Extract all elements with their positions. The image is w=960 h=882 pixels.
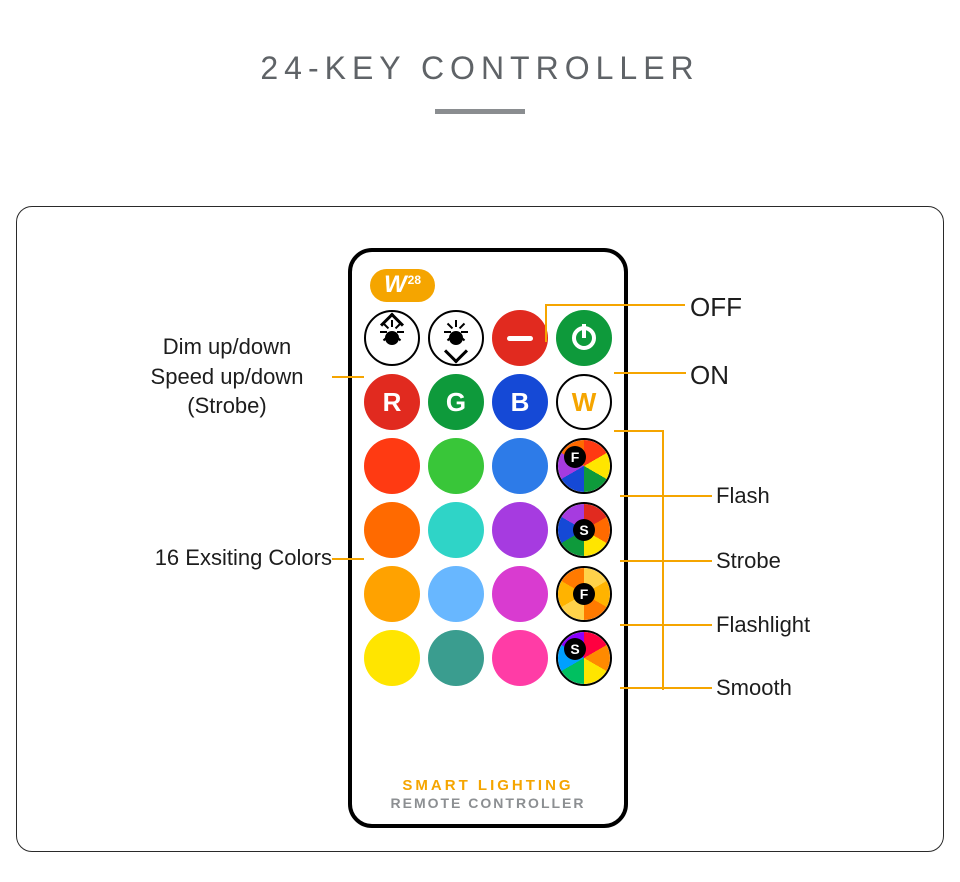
leader-5-0 (620, 495, 712, 497)
b-button-label: B (511, 387, 530, 418)
brand-letter: W (384, 271, 407, 299)
on-button[interactable] (556, 310, 612, 366)
label-off: OFF (690, 292, 742, 323)
leader-8-0 (620, 687, 712, 689)
color-1-2[interactable] (492, 502, 548, 558)
brand-badge: W 28 (364, 266, 612, 304)
title-underline (435, 109, 525, 114)
color-0-1[interactable] (428, 438, 484, 494)
dim-down-icon (436, 318, 476, 358)
color-3-1[interactable] (428, 630, 484, 686)
flash-button-badge: F (564, 446, 586, 468)
g-button-label: G (446, 387, 466, 418)
color-3-0[interactable] (364, 630, 420, 686)
leader-0-0 (332, 376, 364, 378)
power-icon (572, 326, 596, 350)
smooth-button[interactable]: S (556, 630, 612, 686)
leader-1-0 (332, 558, 364, 560)
remote-body: W 28 R G B W F S F S SMART LIGHTING REMOTE CONT… (348, 248, 628, 828)
strobe-button[interactable]: S (556, 502, 612, 558)
remote-footer-line1: SMART LIGHTING (352, 777, 624, 795)
smooth-button-badge: S (564, 638, 586, 660)
w-button-label: W (572, 387, 597, 418)
leader-2-1 (545, 304, 685, 306)
strobe-button-badge: S (573, 519, 595, 541)
label-dim: Dim up/down Speed up/down (Strobe) (122, 332, 332, 421)
dim-down-button[interactable] (428, 310, 484, 366)
label-flashlight: Flashlight (716, 612, 810, 638)
brand-model: 28 (408, 273, 421, 287)
color-2-2[interactable] (492, 566, 548, 622)
flash-button[interactable]: F (556, 438, 612, 494)
color-2-1[interactable] (428, 566, 484, 622)
leader-2-0 (545, 304, 547, 342)
label-flash: Flash (716, 483, 770, 509)
r-button[interactable]: R (364, 374, 420, 430)
dim-up-icon (372, 318, 412, 358)
color-1-0[interactable] (364, 502, 420, 558)
leader-4-0 (614, 430, 664, 432)
w-button[interactable]: W (556, 374, 612, 430)
leader-3-0 (614, 372, 686, 374)
leader-7-0 (620, 624, 712, 626)
label-colors: 16 Exsiting Colors (112, 545, 332, 571)
b-button[interactable]: B (492, 374, 548, 430)
color-2-0[interactable] (364, 566, 420, 622)
flashlight-button-badge: F (573, 583, 595, 605)
off-button[interactable] (492, 310, 548, 366)
label-smooth: Smooth (716, 675, 792, 701)
leader-6-0 (620, 560, 712, 562)
color-0-2[interactable] (492, 438, 548, 494)
label-on: ON (690, 360, 729, 391)
color-3-2[interactable] (492, 630, 548, 686)
color-0-0[interactable] (364, 438, 420, 494)
g-button[interactable]: G (428, 374, 484, 430)
dim-up-button[interactable] (364, 310, 420, 366)
remote-footer-line2: REMOTE CONTROLLER (352, 795, 624, 812)
page-title: 24-KEY CONTROLLER (0, 50, 960, 87)
color-1-1[interactable] (428, 502, 484, 558)
flashlight-button[interactable]: F (556, 566, 612, 622)
r-button-label: R (383, 387, 402, 418)
minus-icon (507, 336, 533, 341)
label-strobe: Strobe (716, 548, 781, 574)
